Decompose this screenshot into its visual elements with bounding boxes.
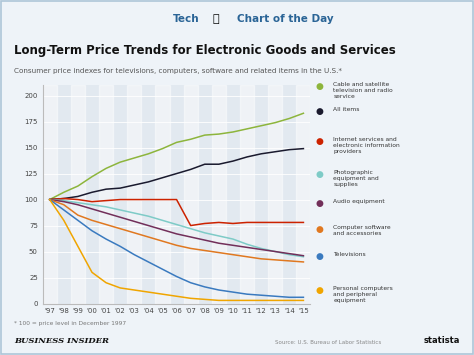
Text: ●: ● — [315, 252, 323, 261]
Text: Chart of the Day: Chart of the Day — [237, 14, 334, 24]
Text: Internet services and
electronic information
providers: Internet services and electronic informa… — [333, 137, 400, 154]
Bar — [127, 85, 141, 304]
Text: ●: ● — [315, 82, 323, 91]
Bar — [183, 85, 198, 304]
Text: BUSINESS INSIDER: BUSINESS INSIDER — [14, 337, 109, 345]
Text: Audio equipment: Audio equipment — [333, 199, 385, 204]
Text: Computer software
and accessories: Computer software and accessories — [333, 225, 391, 236]
Text: Tech: Tech — [173, 14, 199, 24]
Bar — [268, 85, 283, 304]
Text: Personal computers
and peripheral
equipment: Personal computers and peripheral equipm… — [333, 286, 393, 303]
Text: ●: ● — [315, 199, 323, 208]
Text: ●: ● — [315, 106, 323, 115]
Bar — [155, 85, 170, 304]
Bar — [99, 85, 113, 304]
Text: * 100 = price level in December 1997: * 100 = price level in December 1997 — [14, 321, 127, 326]
Text: 📊: 📊 — [212, 14, 219, 24]
Text: Photographic
equipment and
supplies: Photographic equipment and supplies — [333, 170, 379, 187]
Bar — [212, 85, 226, 304]
Text: Televisions: Televisions — [333, 252, 366, 257]
Text: Source: U.S. Bureau of Labor Statistics: Source: U.S. Bureau of Labor Statistics — [275, 340, 381, 345]
Bar — [71, 85, 85, 304]
Text: Cable and satellite
television and radio
service: Cable and satellite television and radio… — [333, 82, 393, 99]
Text: ●: ● — [315, 170, 323, 179]
Text: ●: ● — [315, 137, 323, 146]
Text: Consumer price indexes for televisions, computers, software and related items in: Consumer price indexes for televisions, … — [14, 68, 342, 74]
Bar — [296, 85, 310, 304]
Bar — [240, 85, 254, 304]
Text: All items: All items — [333, 106, 360, 111]
Text: ●: ● — [315, 286, 323, 295]
Text: ●: ● — [315, 225, 323, 234]
Bar — [43, 85, 57, 304]
Text: Long-Term Price Trends for Electronic Goods and Services: Long-Term Price Trends for Electronic Go… — [14, 44, 396, 58]
Text: statista: statista — [423, 336, 460, 345]
